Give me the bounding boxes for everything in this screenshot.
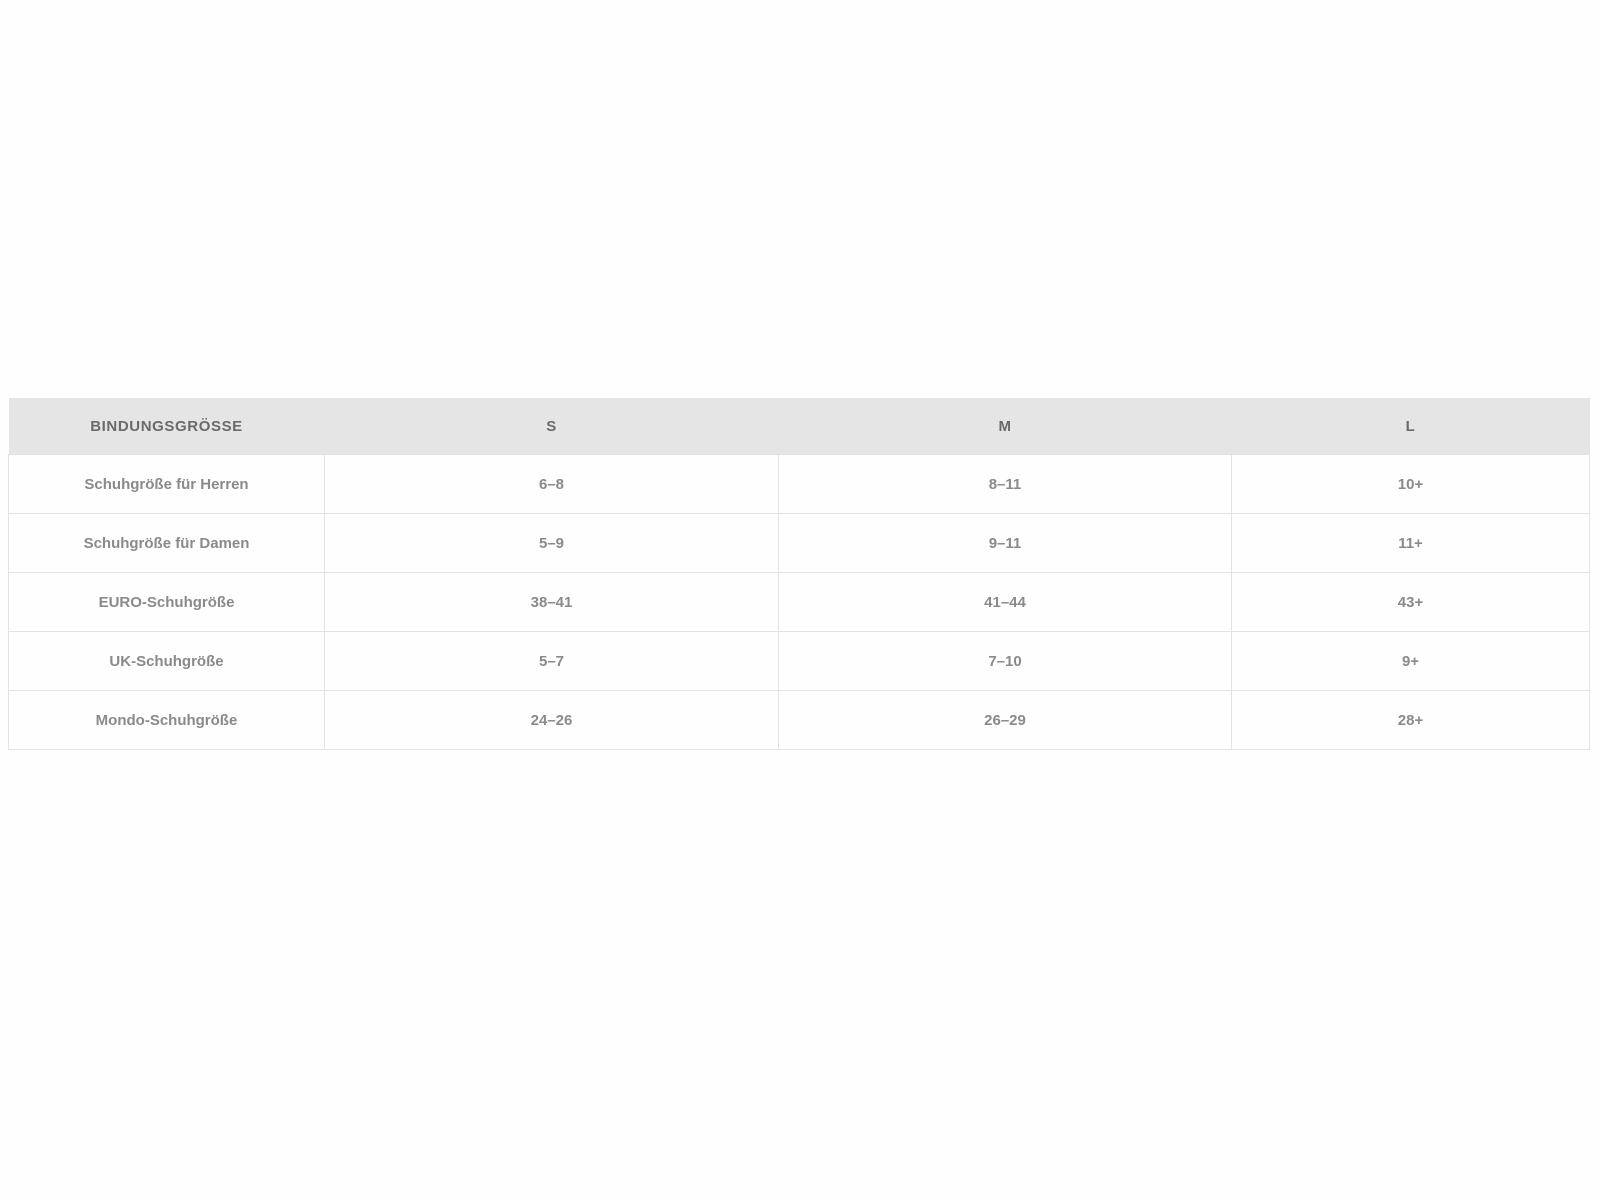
cell-m: 26–29: [778, 690, 1232, 750]
header-l: L: [1231, 398, 1590, 455]
cell-s: 38–41: [324, 572, 779, 632]
table-row: Schuhgröße für Damen 5–9 9–11 11+: [8, 513, 1590, 573]
header-m: M: [778, 398, 1232, 455]
cell-s: 6–8: [324, 454, 779, 514]
cell-l: 9+: [1231, 631, 1590, 691]
cell-l: 43+: [1231, 572, 1590, 632]
table-header-row: BINDUNGSGRÖSSE S M L: [8, 398, 1590, 455]
cell-m: 7–10: [778, 631, 1232, 691]
header-s: S: [324, 398, 779, 455]
cell-m: 9–11: [778, 513, 1232, 573]
row-label: Schuhgröße für Damen: [8, 513, 325, 573]
cell-m: 8–11: [778, 454, 1232, 514]
size-chart-table: BINDUNGSGRÖSSE S M L Schuhgröße für Herr…: [8, 398, 1590, 750]
table-row: EURO-Schuhgröße 38–41 41–44 43+: [8, 572, 1590, 632]
cell-l: 10+: [1231, 454, 1590, 514]
table-row: Schuhgröße für Herren 6–8 8–11 10+: [8, 454, 1590, 514]
table-row: Mondo-Schuhgröße 24–26 26–29 28+: [8, 690, 1590, 750]
cell-s: 24–26: [324, 690, 779, 750]
row-label: Schuhgröße für Herren: [8, 454, 325, 514]
row-label: Mondo-Schuhgröße: [8, 690, 325, 750]
cell-s: 5–7: [324, 631, 779, 691]
cell-m: 41–44: [778, 572, 1232, 632]
cell-l: 28+: [1231, 690, 1590, 750]
row-label: EURO-Schuhgröße: [8, 572, 325, 632]
cell-s: 5–9: [324, 513, 779, 573]
row-label: UK-Schuhgröße: [8, 631, 325, 691]
cell-l: 11+: [1231, 513, 1590, 573]
table-row: UK-Schuhgröße 5–7 7–10 9+: [8, 631, 1590, 691]
header-binding-size: BINDUNGSGRÖSSE: [8, 398, 325, 455]
